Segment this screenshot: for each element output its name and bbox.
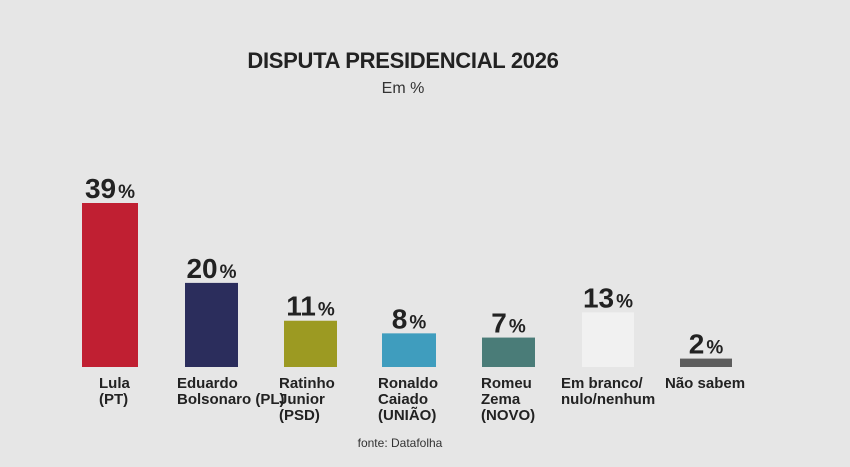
bar-2 <box>185 282 238 367</box>
category-label-7: Não sabem <box>665 375 745 392</box>
value-label-2: 20% <box>186 253 236 284</box>
bar-4 <box>382 333 436 367</box>
chart-title: DISPUTA PRESIDENCIAL 2026 <box>247 48 559 73</box>
category-label-6: Em branco/nulo/nenhum <box>561 375 655 408</box>
category-label-5: Romeu Zema (NOVO) <box>481 375 535 424</box>
bar-6 <box>582 312 634 367</box>
category-label-2: Eduardo Bolsonaro (PL) <box>177 375 285 408</box>
value-label-3: 11% <box>286 291 335 322</box>
value-label-6: 13% <box>583 282 633 313</box>
category-label-3: Ratinho Junior (PSD) <box>279 375 335 424</box>
value-label-7: 2% <box>689 329 724 360</box>
category-label-1: Lula (PT) <box>99 375 130 408</box>
bar-3 <box>284 320 337 367</box>
chart-subtitle: Em % <box>381 80 425 97</box>
bar-5 <box>482 337 535 367</box>
value-label-1: 39% <box>85 173 135 204</box>
value-label-4: 8% <box>392 303 427 334</box>
bar-1 <box>82 203 138 367</box>
category-label-4: Ronaldo Caiado (UNIÃO) <box>378 375 438 424</box>
bar-7 <box>680 358 732 367</box>
value-label-5: 7% <box>491 308 526 339</box>
source-note: fonte: Datafolha <box>357 436 443 450</box>
